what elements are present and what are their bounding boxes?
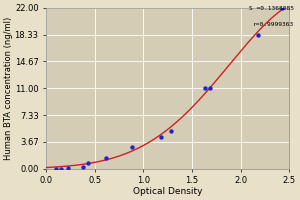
Point [81,166,85,169]
Point [158,135,163,138]
Point [202,87,207,90]
Point [256,33,261,36]
Text: S =0.1368085: S =0.1368085 [249,6,294,11]
Point [85,162,90,165]
Point [65,167,70,170]
Y-axis label: Human BTA concentration (ng/ml): Human BTA concentration (ng/ml) [4,17,13,160]
Text: r=0.9999363: r=0.9999363 [253,22,294,27]
Point [53,167,58,170]
Point [168,130,173,133]
Point [129,146,134,149]
X-axis label: Optical Density: Optical Density [133,187,202,196]
Point [280,6,285,9]
Point [58,167,63,170]
Point [104,157,109,160]
Point [207,87,212,90]
